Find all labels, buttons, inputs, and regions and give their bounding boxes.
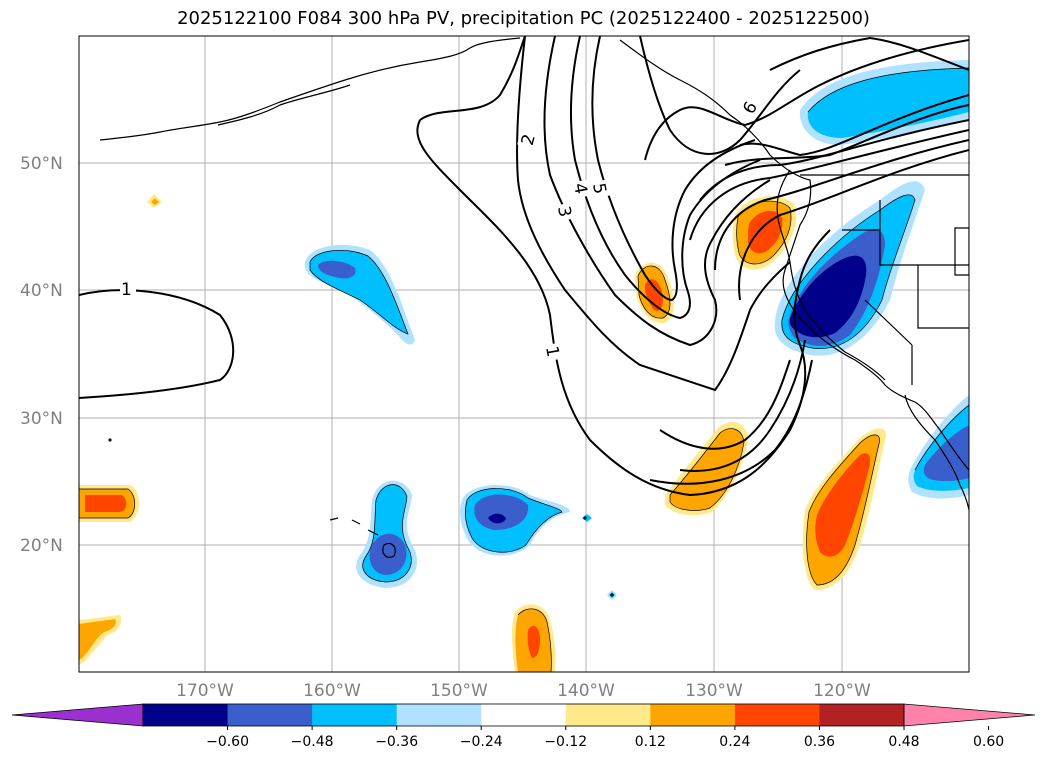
pv-contour-10 (699, 119, 969, 201)
lon-label-170w: 170°W (176, 681, 234, 701)
colorbar-tick-label: −0.60 (206, 734, 249, 750)
colorbar-tick-label: 0.36 (804, 734, 835, 750)
pv-contour-4 (569, 36, 761, 320)
pv-contour-3 (543, 36, 771, 347)
pv-contour-6 (639, 36, 801, 155)
colorbar-tick-label: 0.60 (973, 734, 1004, 750)
precip-dot-140w (582, 514, 592, 522)
colorbar-tick-label: −0.36 (375, 734, 418, 750)
lat-label-20n: 20°N (20, 536, 63, 556)
colorbar-tick-label: −0.12 (544, 734, 587, 750)
lat-label-50n: 50°N (20, 154, 63, 174)
colorbar-segment (312, 704, 398, 726)
precip-negative-patches (304, 60, 969, 600)
lat-label-30n: 30°N (20, 409, 63, 429)
pv-contour-ring2 (679, 339, 806, 472)
colorbar-tick-label: −0.48 (291, 734, 334, 750)
lon-labels: 170°W 160°W 150°W 140°W 130°W 120°W (176, 681, 871, 701)
colorbar-segment (734, 704, 820, 726)
colorbar-segment (819, 704, 905, 726)
pv-contour-1-main (416, 36, 831, 497)
colorbar-segment (650, 704, 736, 726)
pv-contour-7 (644, 39, 969, 161)
alaska-coast (99, 37, 521, 141)
pv-contour-1-west (79, 289, 235, 399)
state-lines (842, 200, 969, 385)
colorbar-tick-label: 0.48 (888, 734, 919, 750)
precip-positive-patches (79, 194, 886, 672)
colorbar-extend-low (11, 703, 144, 727)
colorbar-tick-label: 0.24 (719, 734, 750, 750)
baja-coast (904, 394, 969, 511)
lon-label-140w: 140°W (557, 681, 615, 701)
pv-contour-top-right (769, 36, 969, 71)
lat-labels: 50°N 40°N 30°N 20°N (20, 154, 63, 556)
map-frame (78, 35, 970, 673)
colorbar-tick-label: −0.24 (460, 734, 503, 750)
pv-contour-12 (714, 139, 969, 271)
contour-label-5: 5 (588, 182, 610, 196)
contour-labels: 1 2 3 4 5 6 1 (120, 95, 762, 362)
pv-contour-ring1 (659, 359, 791, 450)
colorbar-segment (396, 704, 482, 726)
contour-label-2: 2 (518, 132, 540, 148)
coastlines (99, 37, 969, 597)
pv-contour-13 (738, 149, 969, 301)
pv-contour-ring3 (649, 359, 813, 485)
precip-outlines (79, 67, 969, 672)
colorbar-frame (142, 703, 905, 727)
contour-label-3: 3 (553, 205, 575, 219)
colorbar-extend-high (903, 703, 1036, 727)
lat-label-40n: 40°N (20, 281, 63, 301)
alaska-panhandle (619, 39, 969, 471)
lon-label-150w: 150°W (430, 681, 488, 701)
lon-label-160w: 160°W (303, 681, 361, 701)
colorbar-segment (143, 704, 229, 726)
pv-contour-5 (591, 36, 756, 302)
west-coast (776, 169, 886, 381)
lon-label-130w: 130°W (685, 681, 743, 701)
colorbar-segment (227, 704, 313, 726)
contour-label-4: 4 (569, 182, 591, 196)
colorbar-segment (481, 704, 567, 726)
pv-contours (79, 36, 969, 497)
hawaii-islands (329, 517, 396, 558)
pv-contour-8 (739, 94, 969, 157)
colorbar: −0.60 −0.48 −0.36 −0.24 −0.12 0.12 0.24 0.36 0.4… (11, 703, 1036, 750)
colorbar-segment (565, 704, 651, 726)
pv-contour-11 (689, 129, 969, 241)
contour-label-1-main: 1 (541, 345, 563, 359)
lon-label-120w: 120°W (813, 681, 871, 701)
pv-contour-2 (516, 36, 791, 392)
chart-title: 2025122100 F084 300 hPa PV, precipitatio… (177, 8, 870, 29)
contour-label-1-west: 1 (121, 280, 132, 300)
colorbar-tick-label: 0.12 (635, 734, 666, 750)
